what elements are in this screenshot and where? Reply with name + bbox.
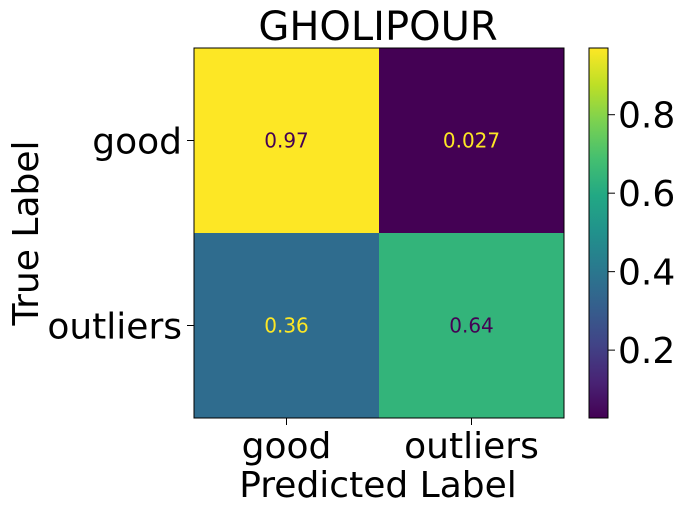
heatmap-frame (193, 47, 565, 419)
colorbar-tick-label-3: 0.8 (618, 96, 675, 137)
heatmap-value-label-0-1: 0.027 (443, 129, 500, 153)
heatmap-cells (194, 48, 564, 418)
x-tick-label-0: good (242, 426, 332, 467)
chart-title: GHOLIPOUR (258, 4, 497, 50)
y-axis-label: True Label (6, 140, 47, 326)
heatmap-cell-0-0 (194, 48, 379, 233)
y-axis-ticks: good outliers (47, 122, 194, 348)
y-tick-label-1: outliers (47, 307, 182, 348)
x-axis-label: Predicted Label (239, 465, 517, 506)
colorbar (588, 47, 609, 419)
x-axis-ticks: good outliers (242, 418, 539, 467)
x-tick-label-1: outliers (404, 426, 539, 467)
y-tick-label-0: good (92, 122, 182, 163)
colorbar-tick-label-0: 0.2 (618, 331, 675, 372)
heatmap-cell-1-1 (379, 233, 564, 418)
heatmap-value-label-1-1: 0.64 (449, 314, 494, 338)
heatmap-value-label-0-0: 0.97 (264, 129, 309, 153)
colorbar-tick-label-2: 0.6 (618, 174, 675, 215)
colorbar-tick-label-1: 0.4 (618, 253, 675, 294)
heatmap-value-labels: 0.97 0.027 0.36 0.64 (264, 129, 500, 338)
colorbar-ticks: 0.2 0.4 0.6 0.8 (608, 96, 675, 372)
heatmap-value-label-1-0: 0.36 (264, 314, 309, 338)
heatmap-cell-1-0 (194, 233, 379, 418)
heatmap-cell-0-1 (379, 48, 564, 233)
